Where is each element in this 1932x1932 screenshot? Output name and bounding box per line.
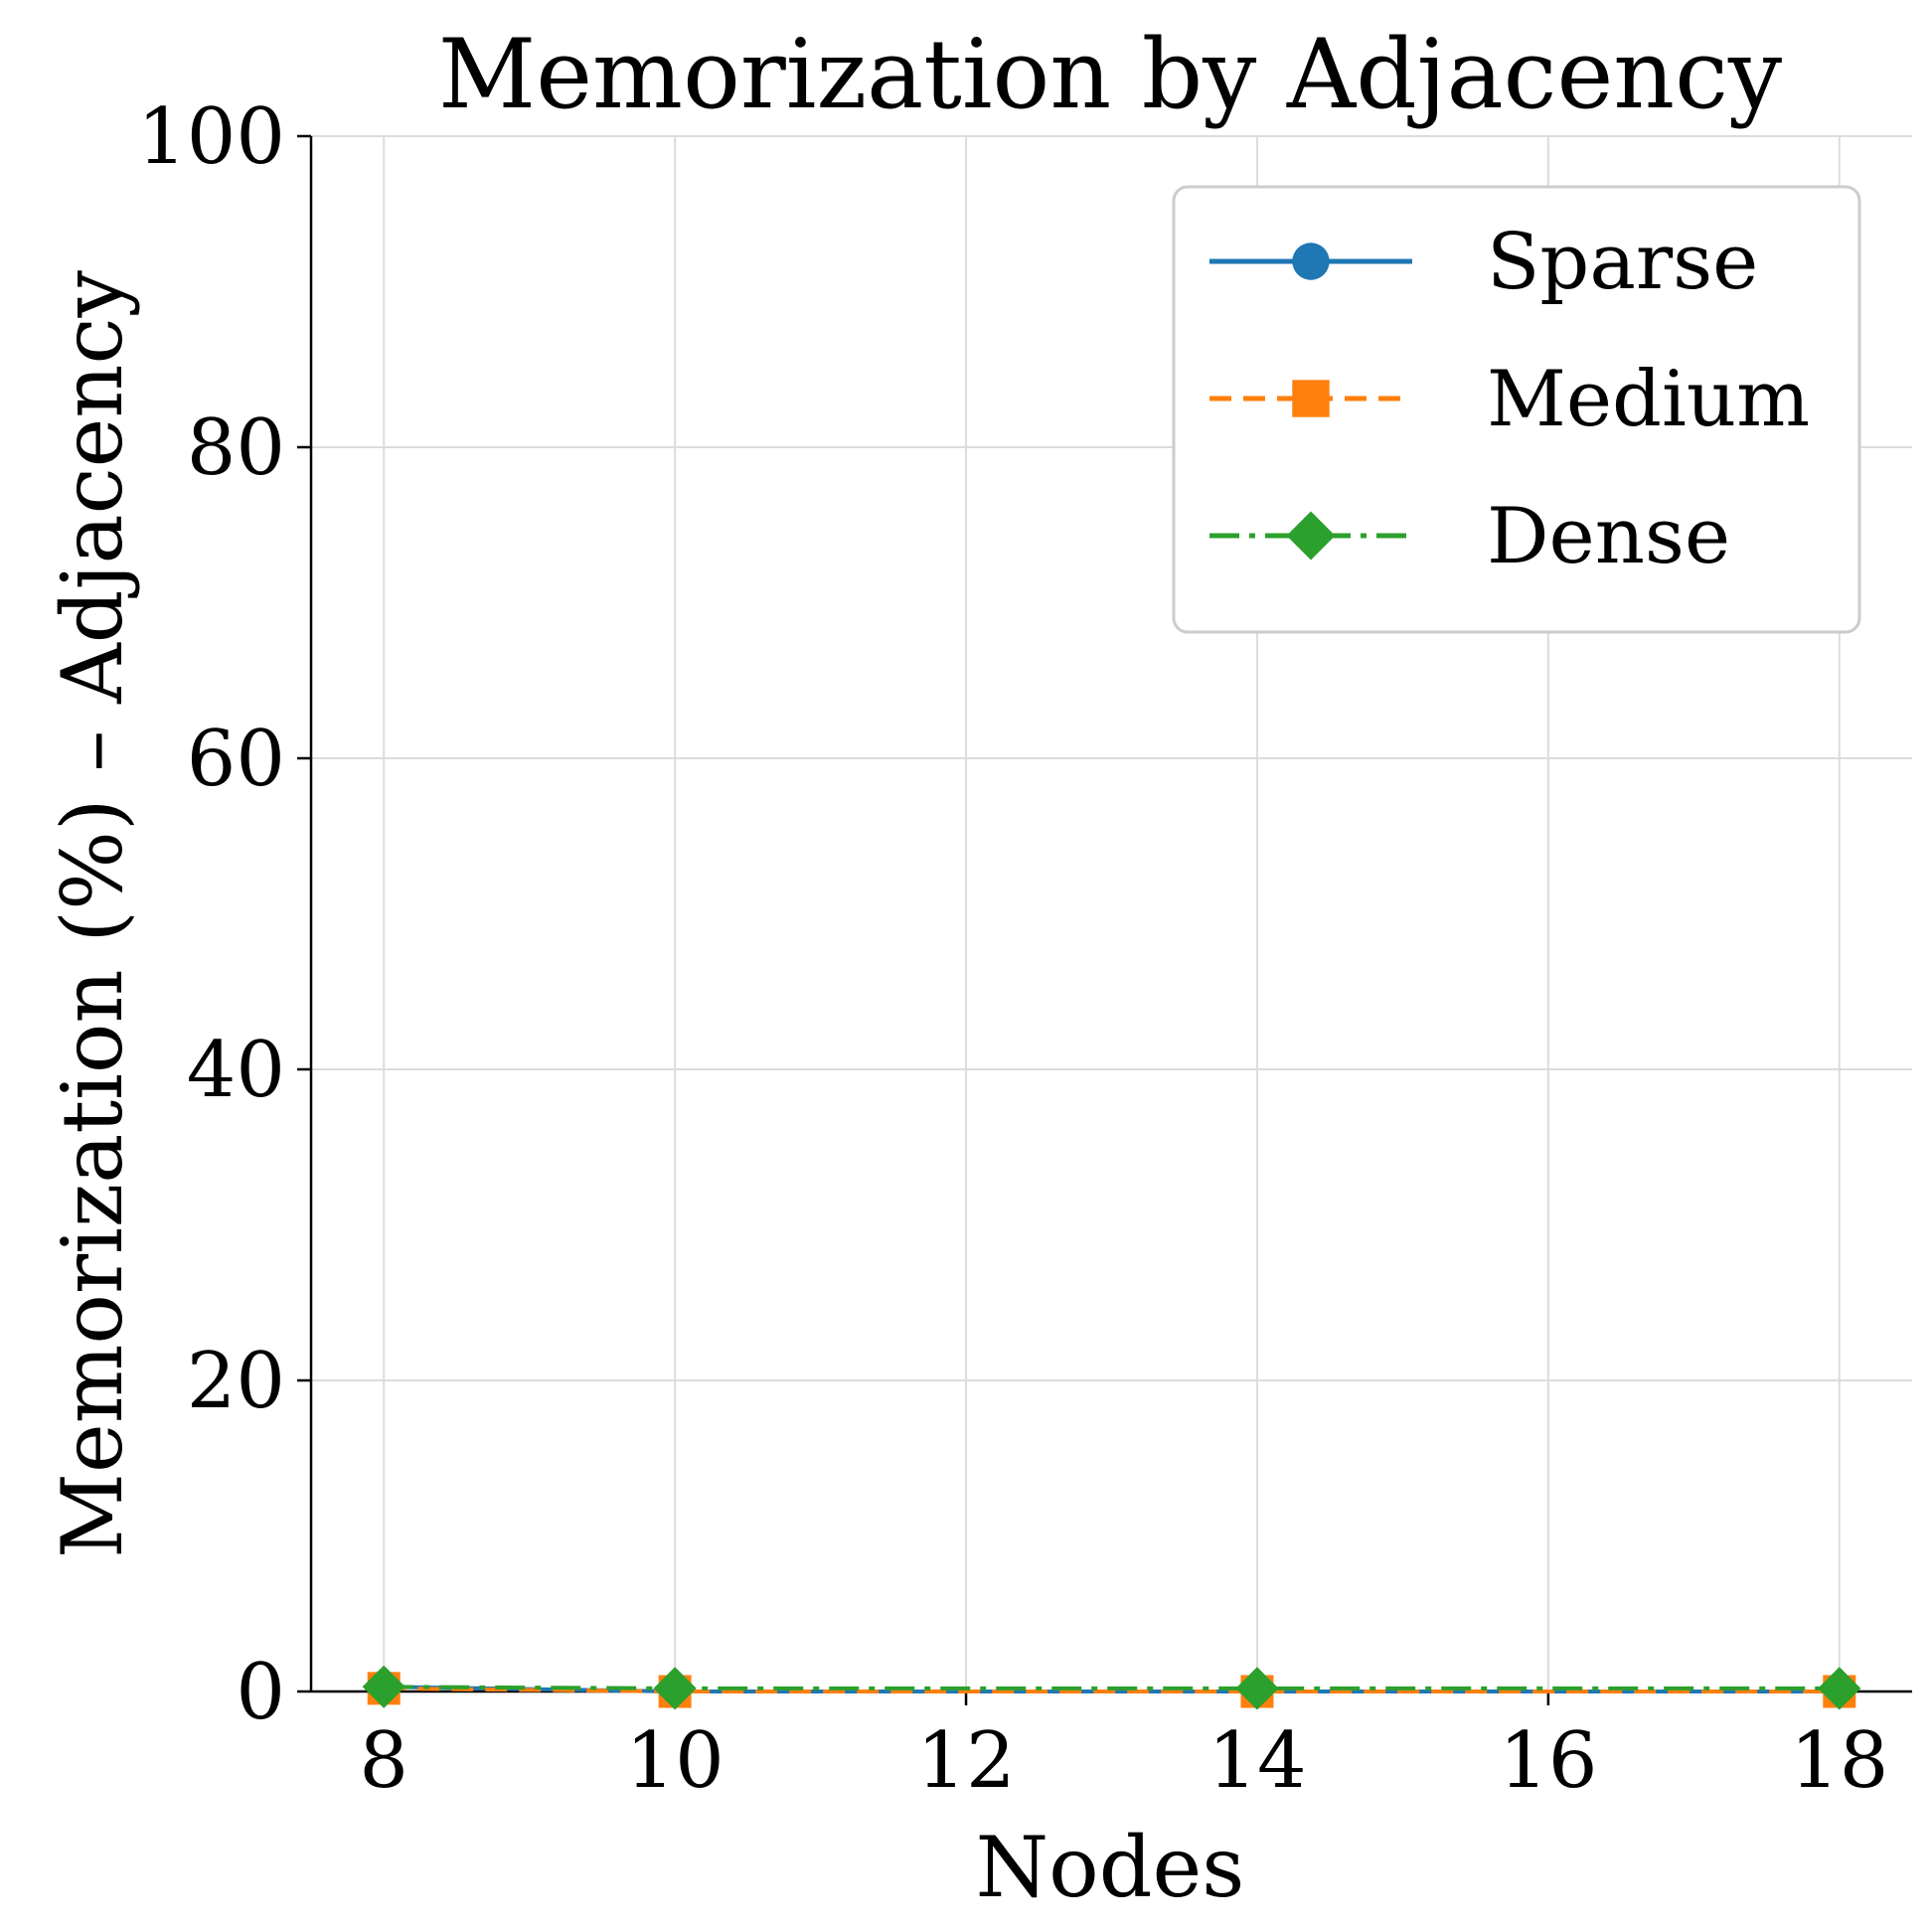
y-tick-label: 20 xyxy=(187,1337,285,1426)
ticks: 8 10 12 14 16 18 0 20 40 60 80 100 xyxy=(137,92,1888,1806)
legend-marker xyxy=(1286,511,1336,561)
y-tick-label: 60 xyxy=(187,715,285,804)
legend-label: Medium xyxy=(1487,355,1810,444)
x-tick-label: 18 xyxy=(1790,1716,1888,1806)
x-tick-label: 12 xyxy=(916,1716,1015,1806)
legend-label: Sparse xyxy=(1487,218,1758,307)
legend-marker xyxy=(1292,380,1330,417)
series-line xyxy=(384,1686,1840,1693)
y-axis-title: Memorization (%) – Adjacency xyxy=(44,269,141,1558)
legend-item-dense: Dense xyxy=(1209,492,1730,581)
x-tick-label: 16 xyxy=(1499,1716,1597,1806)
data-point xyxy=(1818,1667,1861,1710)
x-axis-title: Nodes xyxy=(976,1819,1245,1916)
legend-box xyxy=(1172,185,1861,634)
data-point xyxy=(653,1667,697,1710)
y-tick-label: 100 xyxy=(137,92,285,182)
legend-marker xyxy=(1292,242,1330,280)
chart-title: Memorization by Adjacency xyxy=(438,19,1782,130)
series-line xyxy=(384,1685,1840,1690)
data-point xyxy=(1235,1667,1279,1710)
legend: Sparse Medium Dense xyxy=(1172,185,1861,634)
y-tick-label: 80 xyxy=(187,403,285,493)
legend-item-medium: Medium xyxy=(1209,355,1810,444)
y-tick-label: 40 xyxy=(187,1026,285,1115)
x-tick-label: 10 xyxy=(626,1716,724,1806)
series-layer xyxy=(362,1665,1861,1710)
legend-label: Dense xyxy=(1487,492,1730,581)
x-tick-label: 8 xyxy=(359,1716,408,1806)
x-tick-label: 14 xyxy=(1208,1716,1306,1806)
legend-item-sparse: Sparse xyxy=(1209,218,1758,307)
series-dense xyxy=(362,1665,1861,1710)
y-tick-label: 0 xyxy=(236,1648,285,1737)
data-point xyxy=(362,1665,405,1708)
